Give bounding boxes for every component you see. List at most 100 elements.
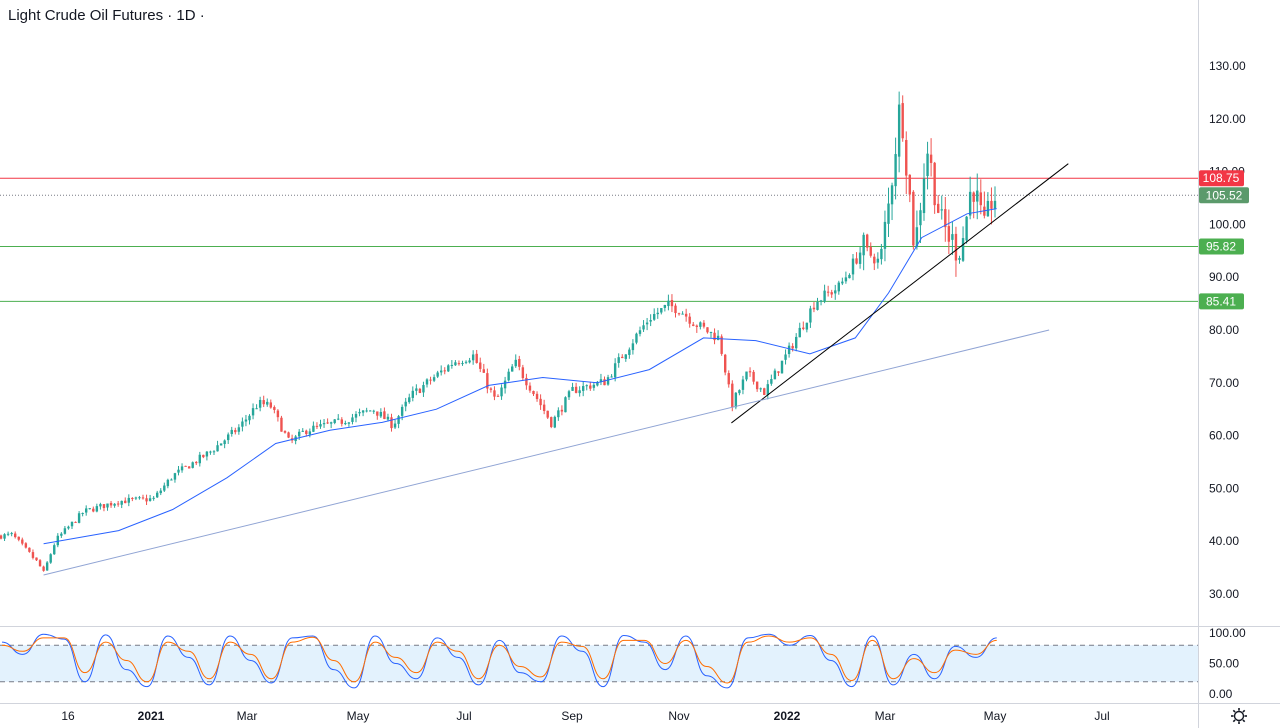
- candle-body: [670, 299, 674, 307]
- candle-body: [834, 290, 837, 294]
- candle-body: [0, 535, 3, 539]
- candle-body: [383, 411, 386, 420]
- candle-body: [582, 386, 585, 391]
- candle-body: [56, 535, 59, 546]
- candle-body: [447, 365, 450, 372]
- candle-body: [425, 379, 429, 385]
- candle-body: [692, 324, 695, 326]
- candle-body: [709, 331, 713, 333]
- stoch-tick-label: 0.00: [1209, 687, 1233, 701]
- candle-body: [489, 388, 493, 390]
- candle-body: [3, 534, 6, 539]
- candle-body: [713, 332, 716, 341]
- candle-body: [873, 256, 876, 264]
- candle-body: [457, 363, 461, 365]
- candle-body: [621, 356, 624, 359]
- last-price-label: 105.52: [1206, 188, 1243, 202]
- candle-body: [752, 371, 755, 382]
- candle-body: [500, 387, 503, 397]
- candle-body: [567, 391, 571, 398]
- stoch-tick-label: 50.00: [1209, 657, 1239, 671]
- candle-body: [436, 372, 439, 377]
- time-tick-label: Jul: [456, 709, 471, 723]
- resistance-price-tag: [1199, 170, 1244, 187]
- candle-body: [926, 153, 929, 177]
- candle-body: [731, 383, 734, 408]
- candle-body: [866, 234, 869, 248]
- stoch-tick-label: 100.00: [1209, 626, 1246, 640]
- candle-body: [748, 371, 752, 373]
- candle-body: [553, 416, 556, 428]
- candle-body: [564, 397, 567, 413]
- candle-body: [979, 192, 982, 206]
- candle-body: [535, 393, 539, 400]
- candle-body: [599, 379, 603, 383]
- candle-body: [365, 410, 368, 412]
- candle-body: [770, 379, 773, 384]
- stochastic-k-line: [1, 633, 997, 689]
- candle-body: [993, 200, 997, 209]
- candle-body: [574, 386, 578, 393]
- candle-body: [251, 408, 255, 416]
- candle-body: [780, 360, 784, 374]
- candle-body: [344, 422, 347, 425]
- candle-body: [422, 385, 425, 393]
- candle-body: [674, 305, 677, 314]
- candle-body: [851, 258, 855, 275]
- price-tick-label: 80.00: [1209, 323, 1239, 337]
- candle-body: [773, 370, 777, 380]
- candle-body: [528, 385, 532, 391]
- candle-body: [734, 392, 738, 408]
- candle-body: [755, 381, 759, 390]
- candle-body: [521, 367, 525, 379]
- candle-body: [6, 533, 10, 535]
- candle-body: [887, 203, 890, 224]
- candle-body: [28, 547, 31, 552]
- settings-gear-icon[interactable]: [1229, 706, 1249, 726]
- time-tick-label: Sep: [561, 709, 583, 723]
- candle-body: [745, 371, 748, 380]
- candle-body: [919, 210, 922, 226]
- candle-body: [298, 431, 301, 437]
- candle-body: [844, 277, 848, 282]
- candle-body: [63, 528, 67, 534]
- short-trendline: [731, 163, 1069, 424]
- candle-body: [440, 370, 443, 373]
- candle-body: [968, 191, 972, 216]
- candle-body: [880, 248, 883, 260]
- candle-body: [92, 508, 95, 512]
- candle-body: [152, 497, 155, 499]
- candle-body: [901, 103, 904, 139]
- candle-body: [741, 379, 745, 390]
- time-tick-label: May: [347, 709, 370, 723]
- candle-body: [361, 410, 365, 413]
- candle-body: [897, 104, 901, 157]
- candle-body: [525, 377, 528, 386]
- candle-body: [173, 473, 177, 480]
- candle-body: [95, 506, 99, 512]
- candle-body: [972, 192, 975, 202]
- candle-body: [177, 469, 180, 473]
- candle-body: [912, 191, 915, 246]
- candle-body: [170, 479, 173, 481]
- candle-body: [585, 385, 588, 387]
- candle-body: [493, 390, 496, 397]
- candle-body: [617, 357, 620, 363]
- candle-body: [340, 419, 343, 424]
- candle-body: [826, 291, 830, 293]
- time-tick-label: 16: [61, 709, 75, 723]
- candle-body: [922, 178, 926, 214]
- candle-body: [784, 354, 787, 360]
- candle-body: [70, 521, 74, 527]
- candle-body: [88, 508, 91, 510]
- candle-body: [787, 345, 791, 355]
- candle-body: [432, 377, 436, 381]
- last-price-tag: [1199, 187, 1249, 204]
- candle-body: [106, 503, 109, 508]
- candle-body: [830, 292, 833, 295]
- candle-body: [109, 502, 113, 506]
- candle-body: [805, 322, 809, 330]
- candle-body: [376, 411, 379, 416]
- candle-body: [940, 209, 943, 211]
